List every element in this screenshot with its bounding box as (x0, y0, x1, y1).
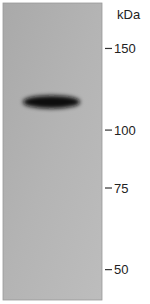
tick-label: 50 (114, 262, 128, 277)
tick-label: 75 (114, 181, 128, 196)
tick-label: 150 (114, 41, 136, 56)
bands (23, 95, 80, 108)
axis-label: kDa (117, 7, 141, 22)
root: kDa 150 100 75 50 (0, 0, 150, 304)
tick (105, 269, 112, 270)
tick-label: 100 (114, 123, 136, 138)
tick (105, 129, 112, 130)
tick (105, 48, 112, 49)
tick (105, 187, 112, 188)
figure: kDa 150 100 75 50 (0, 0, 150, 304)
band (23, 95, 80, 108)
gel-frame (3, 3, 102, 300)
